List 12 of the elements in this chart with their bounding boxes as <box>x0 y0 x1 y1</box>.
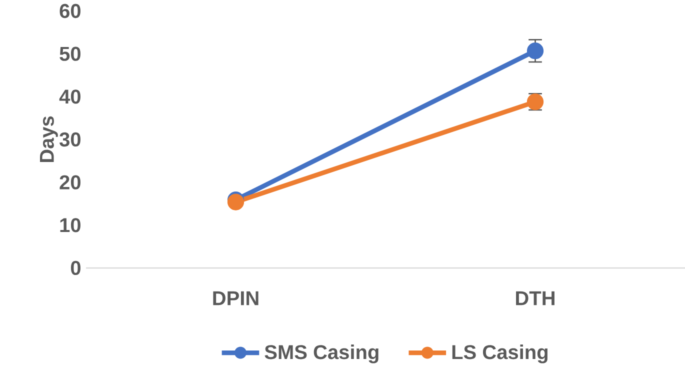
legend-label: SMS Casing <box>264 344 378 364</box>
y-tick-label: 40 <box>59 90 80 104</box>
y-tick-label: 20 <box>60 175 80 190</box>
x-tick-label: DPIN <box>213 291 258 306</box>
y-tick-label: 50 <box>60 46 80 61</box>
legend-label: LS Casing <box>452 344 548 364</box>
y-tick-label: 30 <box>60 132 80 147</box>
y-tick-label: 0 <box>70 260 80 276</box>
y-tick-label: 10 <box>60 218 80 232</box>
y-axis-title: Days <box>40 116 58 162</box>
x-tick-label: DTH <box>516 291 554 306</box>
y-tick-label: 60 <box>60 4 80 18</box>
